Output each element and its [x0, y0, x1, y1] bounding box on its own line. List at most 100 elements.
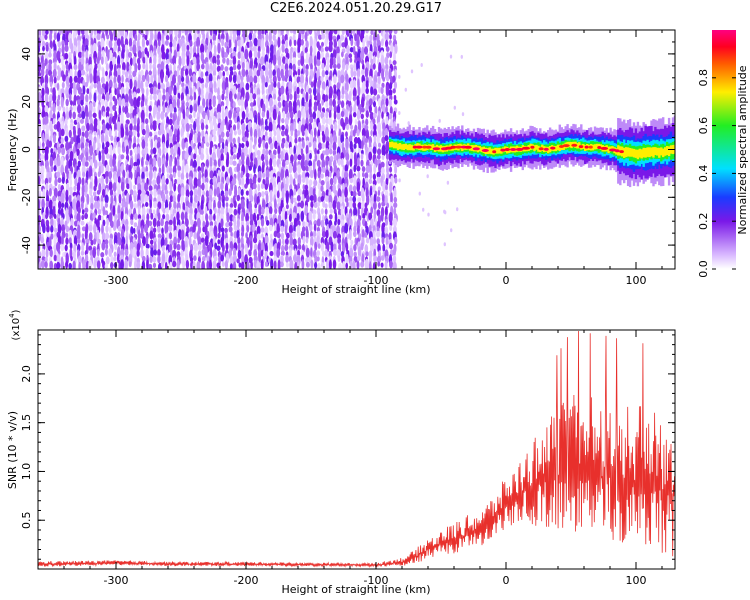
- noise-speckle: [316, 50, 321, 62]
- noise-speckle: [98, 150, 102, 162]
- noise-speckle: [321, 116, 326, 125]
- noise-speckle: [182, 109, 186, 121]
- noise-speckle: [381, 236, 385, 245]
- noise-speckle: [305, 40, 309, 49]
- noise-speckle: [361, 229, 365, 240]
- noise-speckle: [205, 176, 209, 184]
- noise-speckle: [362, 38, 365, 50]
- noise-speckle: [93, 185, 97, 192]
- noise-speckle: [145, 243, 150, 249]
- noise-speckle: [370, 30, 374, 36]
- noise-speckle: [360, 261, 365, 268]
- noise-speckle: [69, 93, 72, 103]
- noise-speckle: [349, 178, 354, 184]
- noise-speckle: [106, 217, 109, 227]
- noise-speckle: [285, 192, 289, 205]
- noise-speckle: [365, 251, 369, 257]
- noise-speckle: [364, 137, 369, 144]
- noise-speckle: [165, 207, 170, 214]
- noise-speckle: [162, 207, 166, 214]
- noise-speckle: [217, 232, 221, 239]
- noise-speckle: [353, 175, 357, 187]
- noise-speckle: [77, 51, 83, 59]
- noise-speckle: [357, 246, 362, 258]
- noise-speckle: [93, 72, 97, 85]
- noise-speckle: [305, 165, 309, 172]
- noise-speckle: [141, 128, 146, 136]
- noise-speckle: [257, 233, 261, 240]
- noise-speckle: [353, 215, 357, 222]
- signal-band: [623, 147, 626, 158]
- noise-speckle: [297, 249, 301, 257]
- noise-speckle: [216, 245, 221, 251]
- noise-speckle: [356, 109, 361, 121]
- noise-speckle: [309, 116, 314, 124]
- noise-speckle: [334, 211, 338, 224]
- noise-speckle: [324, 46, 329, 52]
- noise-speckle: [213, 44, 217, 55]
- noise-speckle: [121, 201, 125, 208]
- noise-speckle: [98, 177, 102, 185]
- noise-speckle: [177, 193, 181, 203]
- noise-speckle: [240, 189, 244, 196]
- noise-speckle: [304, 221, 309, 228]
- noise-speckle: [106, 34, 110, 40]
- noise-speckle: [117, 225, 122, 232]
- noise-speckle: [329, 97, 333, 109]
- noise-speckle: [340, 134, 345, 144]
- noise-speckle: [382, 243, 386, 253]
- noise-speckle: [372, 95, 376, 102]
- noise-speckle: [241, 110, 246, 120]
- noise-speckle: [62, 106, 66, 112]
- noise-speckle: [184, 151, 189, 161]
- noise-speckle: [265, 98, 269, 109]
- noise-speckle: [89, 73, 93, 84]
- noise-speckle: [140, 248, 144, 259]
- noise-speckle: [161, 227, 164, 235]
- noise-speckle: [320, 185, 324, 192]
- noise-speckle: [200, 209, 204, 215]
- noise-speckle: [176, 43, 180, 53]
- noise-speckle: [249, 213, 254, 221]
- noise-speckle: [345, 152, 350, 162]
- noise-speckle: [184, 141, 189, 149]
- noise-speckle: [38, 37, 41, 48]
- noise-speckle: [145, 141, 149, 148]
- noise-speckle: [289, 111, 294, 119]
- noise-speckle: [144, 182, 149, 192]
- noise-speckle: [305, 91, 309, 103]
- noise-speckle: [324, 203, 328, 209]
- noise-speckle: [81, 69, 86, 76]
- noise-speckle: [292, 51, 297, 59]
- noise-speckle: [209, 157, 213, 169]
- noise-speckle: [84, 161, 89, 167]
- noise-speckle: [318, 34, 322, 40]
- noise-speckle: [229, 66, 234, 72]
- noise-speckle: [122, 62, 126, 72]
- noise-speckle: [124, 259, 128, 269]
- noise-speckle: [314, 262, 318, 269]
- noise-speckle: [344, 81, 349, 93]
- noise-speckle: [125, 223, 129, 233]
- noise-speckle: [265, 148, 269, 156]
- noise-speckle: [277, 181, 281, 192]
- noise-speckle: [297, 174, 302, 186]
- noise-speckle: [152, 147, 157, 155]
- noise-speckle: [205, 159, 209, 169]
- signal-band: [400, 144, 404, 150]
- noise-speckle: [65, 93, 70, 99]
- signal-peak: [619, 150, 624, 154]
- signal-peak: [450, 145, 457, 149]
- noise-speckle: [284, 128, 289, 137]
- noise-speckle: [324, 94, 329, 102]
- signal-peak: [509, 148, 517, 151]
- noise-speckle: [193, 255, 197, 262]
- noise-speckle: [301, 259, 305, 269]
- noise-speckle: [209, 145, 212, 157]
- noise-speckle: [221, 50, 225, 59]
- noise-speckle: [276, 232, 281, 239]
- noise-speckle: [346, 123, 350, 131]
- noise-speckle: [292, 47, 297, 54]
- noise-speckle: [281, 159, 286, 169]
